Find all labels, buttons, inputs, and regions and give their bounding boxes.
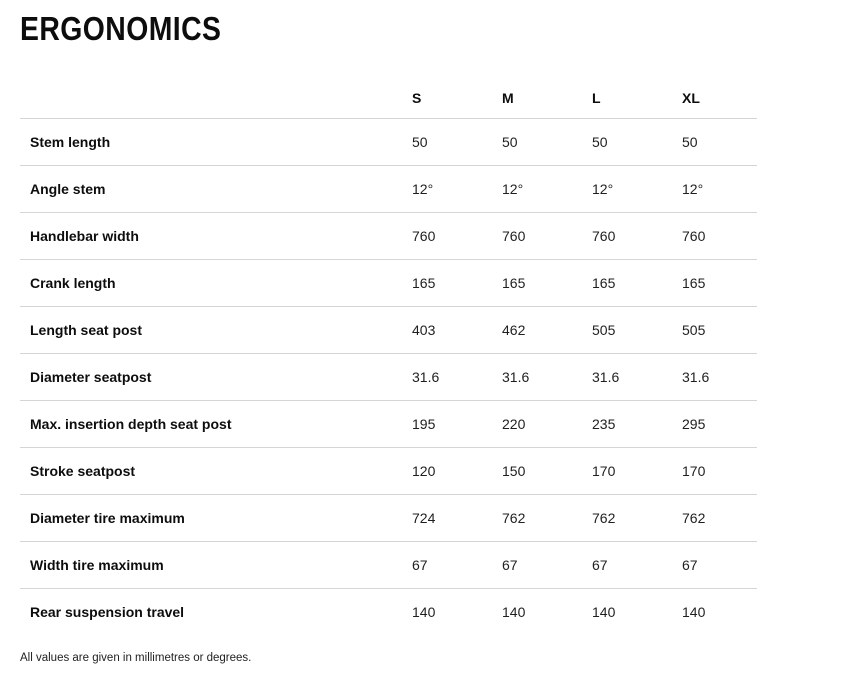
cell-value: 165 xyxy=(590,258,680,306)
cell-value: 195 xyxy=(410,399,500,447)
cell-value: 67 xyxy=(590,540,680,588)
ergonomics-table: S M L XL Stem length 50 50 50 50 Angle s… xyxy=(20,78,757,635)
cell-value: 67 xyxy=(680,540,757,588)
row-label: Max. insertion depth seat post xyxy=(20,399,410,447)
cell-value: 31.6 xyxy=(680,352,757,400)
column-header-xl: XL xyxy=(682,89,700,106)
cell-value: 140 xyxy=(680,587,757,635)
cell-value: 505 xyxy=(590,305,680,353)
cell-value: 462 xyxy=(500,305,590,353)
cell-value: 120 xyxy=(410,446,500,494)
table-header-row: S M L XL xyxy=(20,78,757,118)
cell-value: 50 xyxy=(680,117,757,165)
cell-value: 505 xyxy=(680,305,757,353)
row-label: Rear suspension travel xyxy=(20,587,410,635)
cell-value: 760 xyxy=(590,211,680,259)
cell-value: 762 xyxy=(500,493,590,541)
cell-value: 165 xyxy=(500,258,590,306)
row-label: Stroke seatpost xyxy=(20,446,410,494)
cell-value: 31.6 xyxy=(590,352,680,400)
table-row: Handlebar width 760 760 760 760 xyxy=(20,211,757,259)
row-label: Width tire maximum xyxy=(20,540,410,588)
cell-value: 760 xyxy=(500,211,590,259)
row-label: Handlebar width xyxy=(20,211,410,259)
cell-value: 67 xyxy=(410,540,500,588)
table-row: Diameter seatpost 31.6 31.6 31.6 31.6 xyxy=(20,352,757,400)
table-row: Angle stem 12° 12° 12° 12° xyxy=(20,164,757,212)
table-row: Stroke seatpost 120 150 170 170 xyxy=(20,446,757,494)
cell-value: 762 xyxy=(680,493,757,541)
table-row: Width tire maximum 67 67 67 67 xyxy=(20,540,757,588)
page-title-text: ERGONOMICS xyxy=(20,10,222,47)
cell-value: 150 xyxy=(500,446,590,494)
cell-value: 295 xyxy=(680,399,757,447)
cell-value: 760 xyxy=(680,211,757,259)
cell-value: 220 xyxy=(500,399,590,447)
page-title: ERGONOMICS xyxy=(20,12,853,45)
cell-value: 140 xyxy=(590,587,680,635)
column-header-l: L xyxy=(592,89,601,106)
table-row: Length seat post 403 462 505 505 xyxy=(20,305,757,353)
table-row: Diameter tire maximum 724 762 762 762 xyxy=(20,493,757,541)
row-label: Length seat post xyxy=(20,305,410,353)
cell-value: 140 xyxy=(500,587,590,635)
table-row: Stem length 50 50 50 50 xyxy=(20,117,757,165)
column-header-m: M xyxy=(502,89,514,106)
column-header-s: S xyxy=(412,89,422,106)
cell-value: 67 xyxy=(500,540,590,588)
cell-value: 12° xyxy=(500,164,590,212)
cell-value: 12° xyxy=(680,164,757,212)
table-row: Rear suspension travel 140 140 140 140 xyxy=(20,587,757,635)
cell-value: 12° xyxy=(410,164,500,212)
cell-value: 50 xyxy=(410,117,500,165)
cell-value: 165 xyxy=(680,258,757,306)
row-label: Angle stem xyxy=(20,164,410,212)
cell-value: 403 xyxy=(410,305,500,353)
cell-value: 140 xyxy=(410,587,500,635)
table-row: Crank length 165 165 165 165 xyxy=(20,258,757,306)
cell-value: 762 xyxy=(590,493,680,541)
cell-value: 31.6 xyxy=(410,352,500,400)
cell-value: 170 xyxy=(680,446,757,494)
cell-value: 50 xyxy=(500,117,590,165)
row-label: Stem length xyxy=(20,117,410,165)
cell-value: 165 xyxy=(410,258,500,306)
cell-value: 170 xyxy=(590,446,680,494)
table-row: Max. insertion depth seat post 195 220 2… xyxy=(20,399,757,447)
cell-value: 50 xyxy=(590,117,680,165)
cell-value: 235 xyxy=(590,399,680,447)
row-label: Diameter tire maximum xyxy=(20,493,410,541)
units-footnote: All values are given in millimetres or d… xyxy=(20,652,252,664)
cell-value: 760 xyxy=(410,211,500,259)
header-corner-cell xyxy=(20,78,410,118)
cell-value: 724 xyxy=(410,493,500,541)
cell-value: 12° xyxy=(590,164,680,212)
row-label: Crank length xyxy=(20,258,410,306)
cell-value: 31.6 xyxy=(500,352,590,400)
row-label: Diameter seatpost xyxy=(20,352,410,400)
